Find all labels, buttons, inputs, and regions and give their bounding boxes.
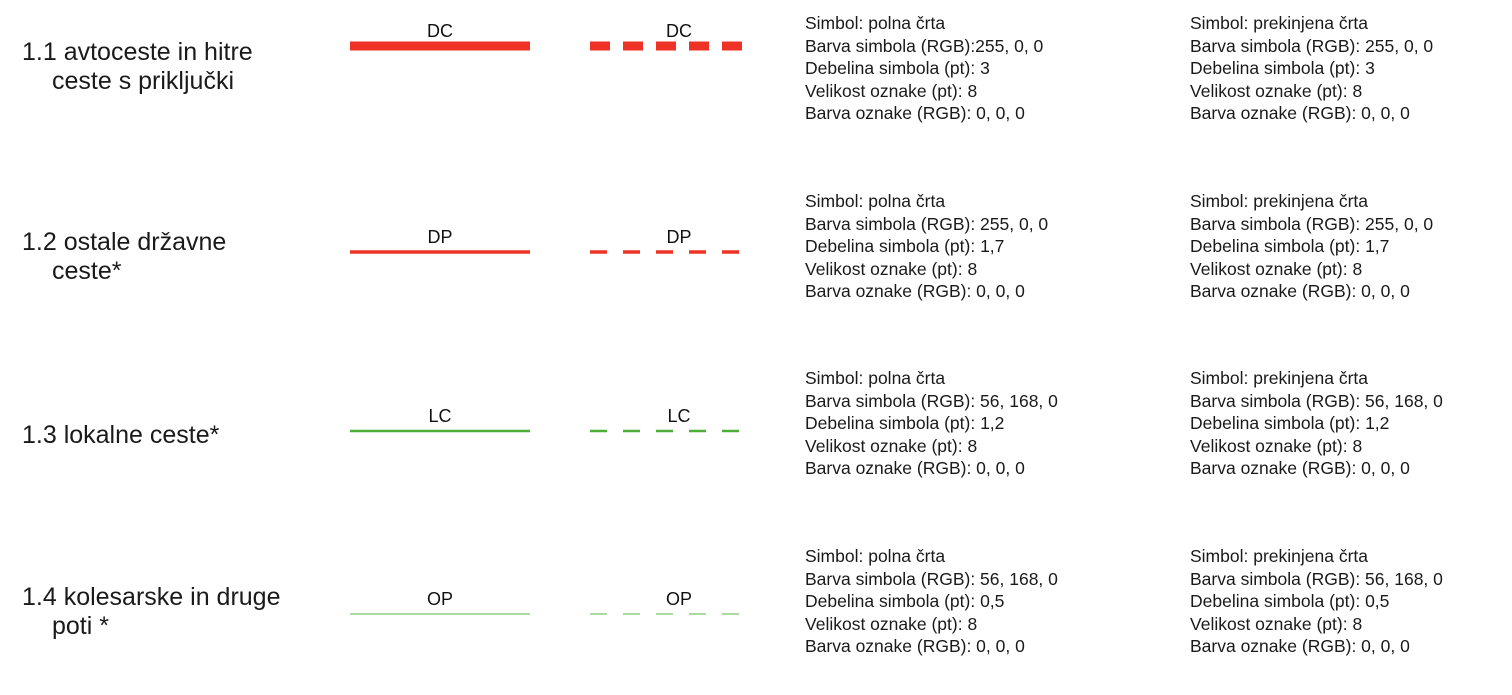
dashed-symbol-description: Simbol: prekinjena črta Barva simbola (R…: [1190, 367, 1443, 480]
symbol-type: Simbol: polna črta: [805, 546, 946, 566]
symbol-color: Barva simbola (RGB): 56, 168, 0: [1190, 390, 1443, 411]
symbol-thickness: Debelina simbola (pt): 1,2: [805, 413, 1005, 433]
category-line-1: 1.4 kolesarske in druge: [22, 583, 281, 611]
dashed-line-symbol: LC: [590, 403, 770, 463]
symbol-color: Barva simbola (RGB): 255, 0, 0: [805, 213, 1049, 234]
dashed-symbol-description: Simbol: prekinjena črta Barva simbola (R…: [1190, 12, 1433, 125]
legend-row-kolesarske-poti: 1.4 kolesarske in druge poti * OP OP Sim…: [0, 545, 1512, 695]
symbol-type: Simbol: prekinjena črta: [1190, 13, 1368, 33]
symbol-type: Simbol: prekinjena črta: [1190, 546, 1368, 566]
symbol-code-label: DC: [427, 21, 453, 41]
label-size: Velikost oznake (pt): 8: [1190, 435, 1363, 456]
legend-row-avtoceste: 1.1 avtoceste in hitre ceste s priključk…: [0, 12, 1512, 162]
label-size: Velikost oznake (pt): 8: [805, 435, 978, 456]
symbol-type: Simbol: prekinjena črta: [1190, 191, 1368, 211]
dashed-line-symbol: DP: [590, 224, 770, 284]
label-size: Velikost oznake (pt): 8: [1190, 613, 1363, 634]
symbol-type: Simbol: polna črta: [805, 368, 946, 388]
symbol-code-label: LC: [428, 406, 452, 426]
symbol-code-label: OP: [665, 589, 692, 609]
label-color: Barva oznake (RGB): 0, 0, 0: [1190, 458, 1410, 478]
label-color: Barva oznake (RGB): 0, 0, 0: [805, 636, 1025, 656]
label-color: Barva oznake (RGB): 0, 0, 0: [805, 458, 1025, 478]
symbol-code-label: OP: [426, 589, 453, 609]
solid-line-symbol: DP: [350, 224, 530, 284]
label-color: Barva oznake (RGB): 0, 0, 0: [805, 281, 1025, 301]
solid-symbol-description: Simbol: polna črta Barva simbola (RGB): …: [805, 367, 1058, 480]
legend-row-lokalne-ceste: 1.3 lokalne ceste* LC LC Simbol: polna č…: [0, 367, 1512, 517]
category-label: 1.3 lokalne ceste*: [22, 421, 219, 450]
symbol-thickness: Debelina simbola (pt): 3: [805, 58, 990, 78]
symbol-thickness: Debelina simbola (pt): 0,5: [1190, 591, 1390, 611]
symbol-code-label: DC: [666, 21, 692, 41]
symbol-code-label: DP: [666, 227, 692, 247]
symbol-color: Barva simbola (RGB): 255, 0, 0: [1190, 35, 1434, 56]
label-size: Velikost oznake (pt): 8: [1190, 80, 1363, 101]
symbol-color: Barva simbola (RGB): 56, 168, 0: [1190, 568, 1443, 589]
symbol-color: Barva simbola (RGB): 56, 168, 0: [805, 568, 1058, 589]
label-size: Velikost oznake (pt): 8: [1190, 258, 1363, 279]
category-label: 1.4 kolesarske in druge poti *: [22, 583, 280, 641]
category-line-2: poti *: [52, 612, 109, 640]
symbol-thickness: Debelina simbola (pt): 3: [1190, 58, 1375, 78]
label-color: Barva oznake (RGB): 0, 0, 0: [1190, 103, 1410, 123]
category-line-1: 1.3 lokalne ceste*: [22, 421, 220, 449]
solid-line-symbol: LC: [350, 403, 530, 463]
category-line-1: 1.2 ostale državne: [22, 228, 227, 256]
label-color: Barva oznake (RGB): 0, 0, 0: [805, 103, 1025, 123]
symbol-code-label: LC: [667, 406, 691, 426]
label-size: Velikost oznake (pt): 8: [805, 613, 978, 634]
label-color: Barva oznake (RGB): 0, 0, 0: [1190, 636, 1410, 656]
symbol-thickness: Debelina simbola (pt): 1,7: [805, 236, 1005, 256]
category-line-2: ceste*: [52, 257, 122, 285]
dashed-symbol-description: Simbol: prekinjena črta Barva simbola (R…: [1190, 190, 1433, 303]
symbol-thickness: Debelina simbola (pt): 0,5: [805, 591, 1005, 611]
symbol-thickness: Debelina simbola (pt): 1,2: [1190, 413, 1390, 433]
solid-symbol-description: Simbol: polna črta Barva simbola (RGB): …: [805, 190, 1048, 303]
legend-row-drzavne-ceste: 1.2 ostale državne ceste* DP DP Simbol: …: [0, 190, 1512, 340]
solid-symbol-description: Simbol: polna črta Barva simbola (RGB): …: [805, 545, 1058, 658]
label-size: Velikost oznake (pt): 8: [805, 80, 978, 101]
dashed-line-symbol: DC: [590, 18, 770, 78]
symbol-color: Barva simbola (RGB):255, 0, 0: [805, 35, 1044, 56]
category-label: 1.1 avtoceste in hitre ceste s priključk…: [22, 38, 253, 96]
symbol-color: Barva simbola (RGB): 56, 168, 0: [805, 390, 1058, 411]
category-line-1: 1.1 avtoceste in hitre: [22, 38, 253, 66]
category-label: 1.2 ostale državne ceste*: [22, 228, 226, 286]
category-line-2: ceste s priključki: [52, 67, 234, 95]
label-size: Velikost oznake (pt): 8: [805, 258, 978, 279]
symbol-code-label: DP: [427, 227, 453, 247]
solid-line-symbol: DC: [350, 18, 530, 78]
symbol-thickness: Debelina simbola (pt): 1,7: [1190, 236, 1390, 256]
symbol-type: Simbol: polna črta: [805, 13, 946, 33]
symbol-type: Simbol: prekinjena črta: [1190, 368, 1368, 388]
symbol-type: Simbol: polna črta: [805, 191, 946, 211]
dashed-line-symbol: OP: [590, 586, 770, 646]
symbol-color: Barva simbola (RGB): 255, 0, 0: [1190, 213, 1434, 234]
solid-line-symbol: OP: [350, 586, 530, 646]
solid-symbol-description: Simbol: polna črta Barva simbola (RGB):2…: [805, 12, 1043, 125]
dashed-symbol-description: Simbol: prekinjena črta Barva simbola (R…: [1190, 545, 1443, 658]
label-color: Barva oznake (RGB): 0, 0, 0: [1190, 281, 1410, 301]
